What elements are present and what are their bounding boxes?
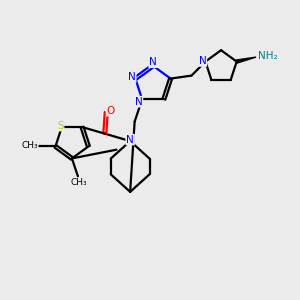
- Text: N: N: [199, 56, 206, 66]
- Text: CH₃: CH₃: [21, 141, 38, 150]
- Text: N: N: [135, 97, 142, 107]
- Text: CH₃: CH₃: [70, 178, 87, 188]
- Text: O: O: [106, 106, 115, 116]
- Text: N: N: [149, 57, 157, 67]
- Polygon shape: [237, 57, 256, 63]
- Text: S: S: [57, 121, 64, 130]
- Text: N: N: [126, 135, 134, 145]
- Text: NH₂: NH₂: [258, 51, 277, 61]
- Text: N: N: [128, 72, 136, 82]
